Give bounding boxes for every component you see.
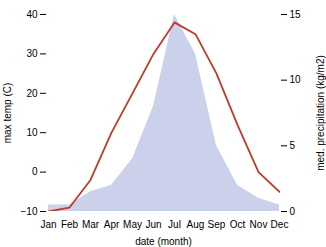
svg-text:Jan: Jan [40,219,56,230]
svg-text:Jun: Jun [145,219,161,230]
svg-text:10: 10 [26,127,38,138]
svg-text:Nov: Nov [250,219,268,230]
svg-text:40: 40 [26,9,38,20]
svg-text:Feb: Feb [61,219,79,230]
svg-text:Oct: Oct [230,219,246,230]
svg-text:15: 15 [290,9,302,20]
svg-text:0: 0 [32,166,38,177]
svg-text:Dec: Dec [271,219,289,230]
svg-text:0: 0 [290,206,296,217]
svg-text:Aug: Aug [187,219,205,230]
svg-text:date (month): date (month) [135,236,192,247]
svg-text:30: 30 [26,48,38,59]
svg-text:May: May [123,219,142,230]
svg-text:Jul: Jul [168,219,181,230]
svg-text:med. precipitation (kg/m2): med. precipitation (kg/m2) [315,55,326,171]
svg-text:5: 5 [290,140,296,151]
svg-text:−10: −10 [21,206,38,217]
svg-text:max temp (C): max temp (C) [2,83,13,144]
svg-text:10: 10 [290,74,302,85]
svg-text:Sep: Sep [208,219,226,230]
svg-text:Mar: Mar [82,219,100,230]
svg-text:Apr: Apr [104,219,120,230]
svg-text:20: 20 [26,88,38,99]
